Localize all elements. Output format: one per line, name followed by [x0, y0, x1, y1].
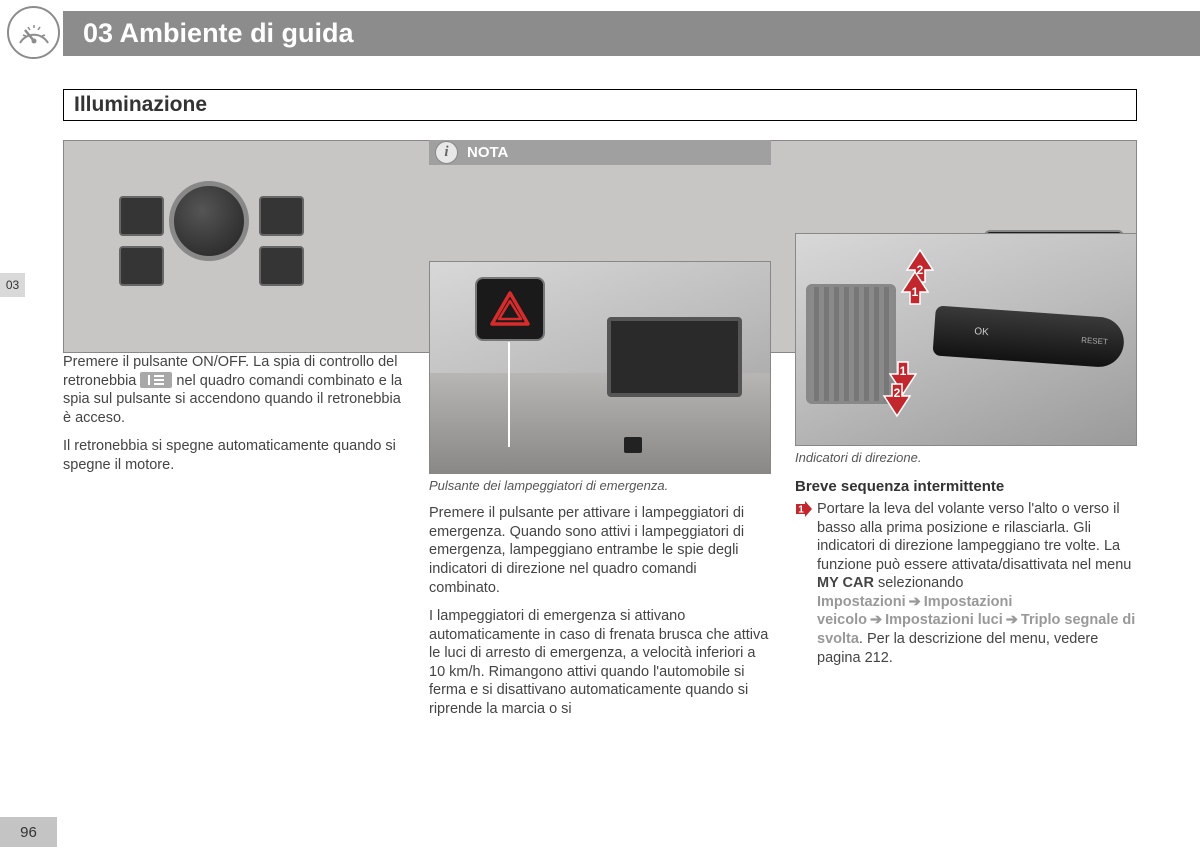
subheading: Breve sequenza intermittente [795, 477, 1137, 496]
rear-fog-indicator-icon [140, 372, 172, 388]
nota-header: i NOTA [429, 140, 771, 165]
list-text: Portare la leva del volante verso l'alto… [817, 500, 1137, 667]
chapter-header: 03 Ambiente di guida [63, 11, 1200, 56]
arrow-marker-1-up: 1 [900, 270, 930, 326]
gauge-icon [7, 6, 60, 59]
paragraph: Premere il pulsante per attivare i lampe… [429, 504, 771, 597]
list-item-1: 1 Portare la leva del volante verso l'al… [795, 500, 1137, 667]
paragraph: Premere il pulsante ON/OFF. La spia di c… [63, 353, 405, 427]
list-marker-1-icon: 1 [795, 500, 813, 518]
page-number: 96 [0, 817, 57, 847]
info-icon: i [435, 141, 458, 164]
nota-label: NOTA [467, 143, 508, 162]
figure-hazard [429, 261, 771, 474]
svg-text:2: 2 [894, 386, 901, 400]
section-title: Illuminazione [74, 93, 1126, 117]
chapter-title: 03 Ambiente di guida [83, 18, 354, 49]
arrow-marker-2-down: 2 [882, 368, 912, 424]
svg-text:1: 1 [798, 505, 804, 516]
figure-caption: Pulsante dei lampeggiatori di emergenza. [429, 478, 771, 495]
paragraph: I lampeggiatori di emergenza si attivano… [429, 607, 771, 718]
section-title-box: Illuminazione [63, 89, 1137, 121]
content-columns: i NOTA Le disposizioni relative all'util… [63, 140, 1137, 807]
column-3: preme il relativo pulsante. Per maggiori… [795, 140, 1137, 807]
figure-caption: Indicatori di direzione. [795, 450, 1137, 467]
paragraph: Il retronebbia si spegne automaticamente… [63, 437, 405, 474]
figure-turn-signal: 2 1 1 2 [795, 233, 1137, 446]
turn-signal-stalk [932, 306, 1125, 369]
svg-text:1: 1 [912, 285, 919, 299]
side-tab: 03 [0, 273, 25, 297]
column-1: i NOTA Le disposizioni relative all'util… [63, 140, 405, 807]
hazard-warning-icon [475, 277, 545, 341]
